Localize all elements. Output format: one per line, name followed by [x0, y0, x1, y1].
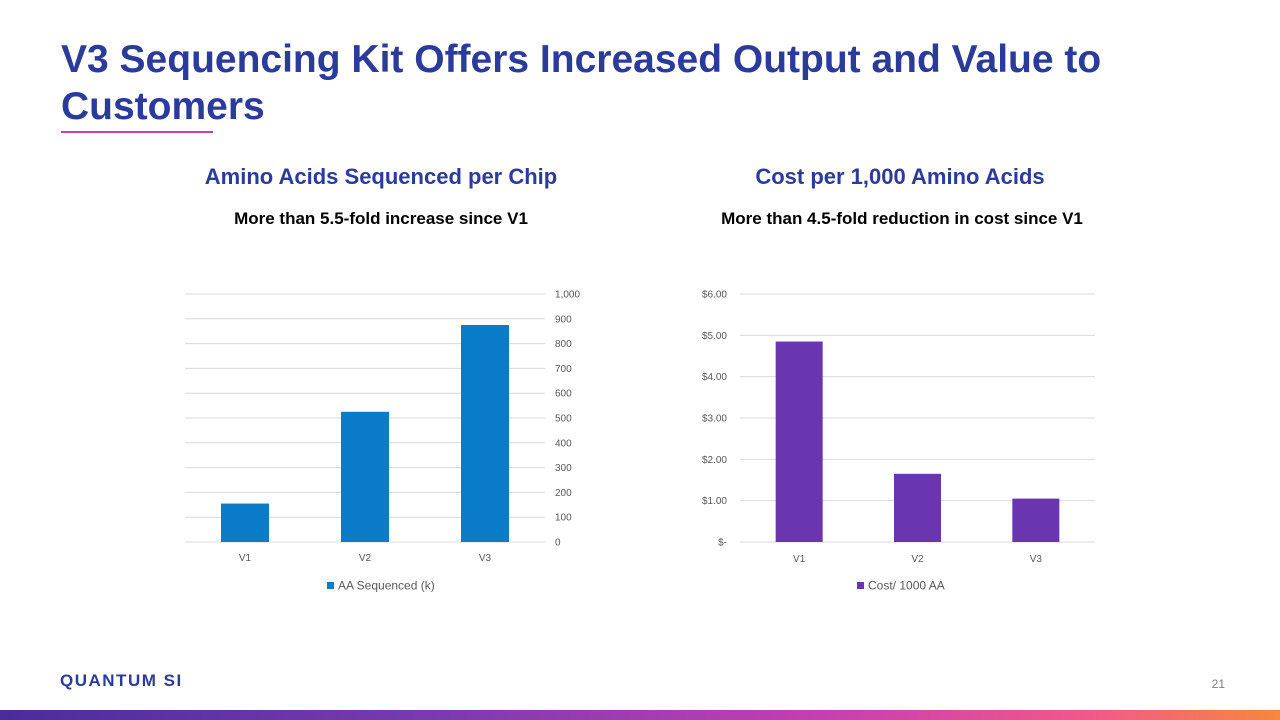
amino-y-tick-label: 100: [555, 513, 572, 524]
cost-legend-label: Cost/ 1000 AA: [868, 579, 945, 593]
chart-title-amino-acids: Amino Acids Sequenced per Chip: [204, 164, 558, 189]
amino-y-tick-label: 500: [555, 414, 572, 425]
amino-bar-v2: [341, 411, 389, 542]
amino-x-tick-label: V3: [479, 553, 492, 564]
cost-y-tick-label: $3.00: [702, 414, 727, 425]
amino-y-tick-label: 700: [555, 364, 572, 375]
cost-x-tick-label: V3: [1030, 554, 1043, 565]
amino-y-tick-label: 800: [555, 339, 572, 350]
cost-bar-v1: [775, 341, 823, 542]
cost-x-tick-label: V1: [793, 554, 806, 565]
title-underline: [61, 131, 213, 133]
cost-legend-swatch: [857, 582, 864, 589]
chart-subtitle-cost: More than 4.5-fold reduction in cost sin…: [721, 209, 1083, 228]
amino-legend-label: AA Sequenced (k): [338, 579, 435, 593]
chart-subtitle-amino-acids: More than 5.5-fold increase since V1: [234, 209, 528, 228]
cost-y-tick-label: $4.00: [702, 372, 727, 383]
amino-y-tick-label: 900: [555, 314, 572, 325]
cost-y-tick-label: $1.00: [702, 496, 727, 507]
cost-y-tick-label: $-: [718, 538, 727, 549]
amino-y-tick-label: 300: [555, 463, 572, 474]
amino-bar-v1: [221, 503, 269, 542]
amino-y-tick-label: 1,000: [555, 290, 580, 301]
company-logo: QUANTUM SI: [60, 671, 183, 690]
cost-x-tick-label: V2: [911, 554, 924, 565]
amino-y-tick-label: 400: [555, 438, 572, 449]
cost-y-tick-label: $6.00: [702, 290, 727, 301]
amino-y-tick-label: 600: [555, 389, 572, 400]
slide-title: V3 Sequencing Kit Offers Increased Outpu…: [61, 38, 1102, 128]
cost-y-tick-label: $5.00: [702, 331, 727, 342]
amino-bar-v3: [461, 325, 509, 542]
cost-bar-v2: [894, 473, 941, 542]
amino-legend-swatch: [327, 582, 334, 589]
amino-x-tick-label: V2: [359, 553, 372, 564]
amino-y-tick-label: 200: [555, 488, 572, 499]
chart-title-cost: Cost per 1,000 Amino Acids: [755, 164, 1045, 189]
bottom-gradient-bar: [0, 710, 1280, 720]
amino-y-tick-label: 0: [555, 538, 561, 549]
cost-bar-v3: [1012, 498, 1060, 542]
cost-y-tick-label: $2.00: [702, 455, 727, 466]
amino-x-tick-label: V1: [239, 553, 252, 564]
page-number: 21: [1211, 677, 1225, 691]
